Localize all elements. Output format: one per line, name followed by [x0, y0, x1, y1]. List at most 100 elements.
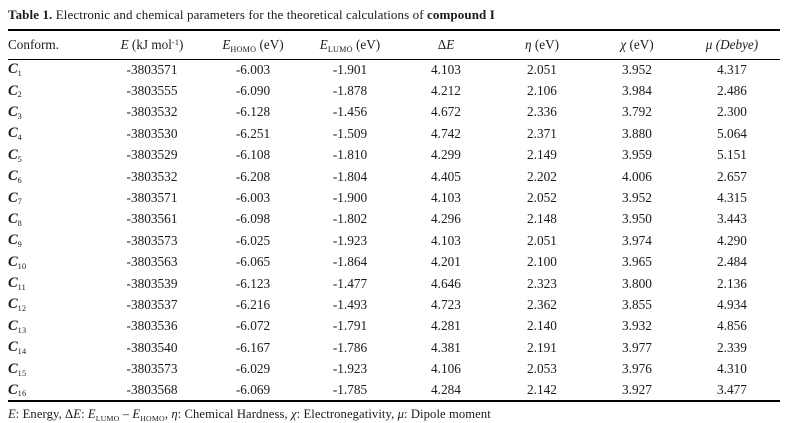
table-cell: -1.864: [332, 254, 368, 270]
table-row: C14 -3803540 -6.167 -1.786 4.381 2.191 3.977 2.…: [8, 337, 780, 358]
table-cell: 3.927: [622, 382, 652, 398]
table-cell: -6.128: [235, 104, 271, 120]
table-cell: -1.900: [332, 190, 368, 206]
table-cell: 3.855: [622, 296, 652, 312]
column-header-eta: η (eV): [494, 31, 590, 60]
table-cell: -3803568: [126, 382, 178, 398]
table-cell: -3803555: [126, 83, 178, 99]
table-row: C4 -3803530 -6.251 -1.509 4.742 2.371 3.880 5.0…: [8, 123, 780, 144]
table-cell: -3803532: [126, 104, 178, 120]
table-cell: -1.810: [332, 147, 368, 163]
conformer-label: C15: [8, 360, 27, 378]
conformer-label: C16: [8, 381, 27, 399]
table-cell: -6.216: [235, 296, 271, 312]
table-cell: 4.281: [431, 318, 461, 334]
table-cell: 3.443: [717, 211, 747, 227]
table-cell: -1.878: [332, 83, 368, 99]
table-cell: 3.800: [622, 275, 652, 291]
table-cell: -6.003: [235, 190, 271, 206]
table-cell: 2.484: [717, 254, 747, 270]
table-cell: 2.100: [527, 254, 557, 270]
table-cell: 4.290: [717, 232, 747, 248]
table-cell: 4.315: [717, 190, 747, 206]
table-cell: -1.923: [332, 232, 368, 248]
table-cell: 2.486: [717, 83, 747, 99]
table-cell: 2.362: [527, 296, 557, 312]
table-cell: 2.191: [527, 339, 557, 355]
table-cell: -1.509: [332, 125, 368, 141]
table-cell: -1.802: [332, 211, 368, 227]
table-cell: 4.381: [431, 339, 461, 355]
table-cell: 3.952: [622, 61, 652, 77]
table-cell: 2.657: [717, 168, 747, 184]
conformer-label: C3: [8, 103, 22, 121]
conformer-label: C5: [8, 146, 22, 164]
column-header-energy: E (kJ mol-1): [100, 31, 204, 60]
table-cell: 4.103: [431, 61, 461, 77]
table-cell: 4.006: [622, 168, 652, 184]
table-cell: -6.090: [235, 83, 271, 99]
table-cell: 2.142: [527, 382, 557, 398]
table-cell: -3803563: [126, 254, 178, 270]
table-cell: 3.477: [717, 382, 747, 398]
table-row: C3 -3803532 -6.128 -1.456 4.672 2.336 3.792 2.3…: [8, 102, 780, 123]
table-cell: 3.932: [622, 318, 652, 334]
conformer-label: C6: [8, 168, 22, 186]
table-cell: 3.959: [622, 147, 652, 163]
table-cell: 4.742: [431, 125, 461, 141]
table-cell: -1.493: [332, 296, 368, 312]
column-header-homo: EHOMO (eV): [204, 31, 302, 60]
table-row: C10 -3803563 -6.065 -1.864 4.201 2.100 3.965 2.…: [8, 252, 780, 273]
table-cell: 2.051: [527, 61, 557, 77]
table-cell: -6.029: [235, 361, 271, 377]
table-cell: 4.672: [431, 104, 461, 120]
table-cell: 4.310: [717, 361, 747, 377]
column-header-chi: χ (eV): [590, 31, 684, 60]
table-row: C1 -3803571 -6.003 -1.901 4.103 2.051 3.952 4.3…: [8, 59, 780, 80]
table-cell: 3.977: [622, 339, 652, 355]
table-cell: -1.785: [332, 382, 368, 398]
conformer-label: C12: [8, 296, 27, 314]
table-cell: -6.208: [235, 168, 271, 184]
conformer-label: C10: [8, 253, 27, 271]
table-cell: 2.106: [527, 83, 557, 99]
table-cell: 3.952: [622, 190, 652, 206]
table-caption: Table 1. Electronic and chemical paramet…: [8, 0, 780, 31]
table-cell: -6.025: [235, 232, 271, 248]
table-cell: 2.052: [527, 190, 557, 206]
table-row: C8 -3803561 -6.098 -1.802 4.296 2.148 3.950 3.4…: [8, 209, 780, 230]
table-cell: -1.791: [332, 318, 368, 334]
data-table: Conform. E (kJ mol-1) EHOMO (eV) ELUMO (eV)…: [8, 31, 780, 403]
table-row: C15 -3803573 -6.029 -1.923 4.106 2.053 3.976 4.…: [8, 358, 780, 379]
column-header-conform: Conform.: [8, 31, 100, 60]
table-cell: -3803537: [126, 296, 178, 312]
table-row: C5 -3803529 -6.108 -1.810 4.299 2.149 3.959 5.1…: [8, 145, 780, 166]
table-cell: -1.901: [332, 61, 368, 77]
header-row: Conform. E (kJ mol-1) EHOMO (eV) ELUMO (eV)…: [8, 31, 780, 60]
table-cell: 2.149: [527, 147, 557, 163]
table-cell: 4.646: [431, 275, 461, 291]
table-header: Conform. E (kJ mol-1) EHOMO (eV) ELUMO (eV)…: [8, 31, 780, 60]
table-cell: 2.053: [527, 361, 557, 377]
conformer-label: C14: [8, 339, 27, 357]
conformer-label: C7: [8, 189, 22, 207]
table-cell: -3803530: [126, 125, 178, 141]
table-cell: 4.934: [717, 296, 747, 312]
table-cell: -3803540: [126, 339, 178, 355]
table-cell: 2.148: [527, 211, 557, 227]
table-cell: 2.140: [527, 318, 557, 334]
table-cell: 4.106: [431, 361, 461, 377]
table-cell: 2.136: [717, 275, 747, 291]
table-cell: 4.317: [717, 61, 747, 77]
column-header-lumo: ELUMO (eV): [302, 31, 398, 60]
table-cell: -3803536: [126, 318, 178, 334]
table-row: C16 -3803568 -6.069 -1.785 4.284 2.142 3.927 3.…: [8, 380, 780, 401]
table-row: C2 -3803555 -6.090 -1.878 4.212 2.106 3.984 2.4…: [8, 80, 780, 101]
table-cell: -6.167: [235, 339, 271, 355]
table-cell: -6.251: [235, 125, 271, 141]
table-cell: 3.880: [622, 125, 652, 141]
table-cell: -3803539: [126, 275, 178, 291]
conformer-label: C8: [8, 210, 22, 228]
table-cell: 4.103: [431, 190, 461, 206]
table-cell: 2.339: [717, 339, 747, 355]
